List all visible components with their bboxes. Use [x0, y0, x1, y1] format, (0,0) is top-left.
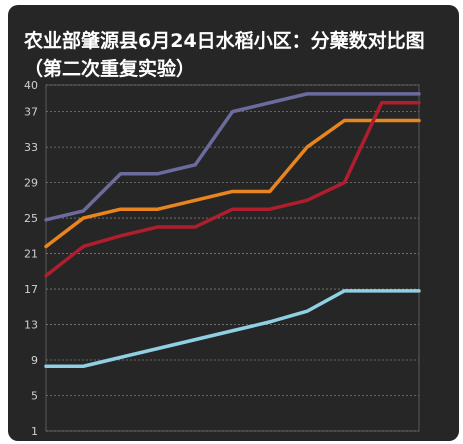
chart-title: 农业部肇源县6月24日水稻小区：分蘖数对比图（第二次重复实验） — [24, 30, 425, 80]
y-tick-label: 33 — [24, 141, 38, 154]
y-tick-label: 29 — [24, 177, 38, 190]
line-chart: 1 5 9 13 17 21 25 29 33 37 40 — [24, 79, 421, 438]
y-tick-label: 40 — [24, 79, 38, 92]
y-axis: 1 5 9 13 17 21 25 29 33 37 40 — [24, 79, 38, 438]
y-tick-label: 5 — [31, 390, 38, 403]
series-line-2 — [44, 118, 421, 249]
chart-panel: 农业部肇源县6月24日水稻小区：分蘖数对比图（第二次重复实验） 1 5 9 13 17 2… — [8, 5, 459, 441]
plot-frame — [45, 84, 420, 432]
series-lines — [44, 92, 421, 368]
y-tick-label: 21 — [24, 248, 38, 261]
y-tick-label: 25 — [24, 212, 38, 225]
y-tick-label: 1 — [31, 425, 38, 438]
series-line-3 — [44, 100, 421, 278]
series-line-1 — [44, 92, 421, 222]
y-tick-label: 17 — [24, 283, 38, 296]
gridlines — [45, 84, 420, 432]
y-tick-label: 9 — [31, 354, 38, 367]
series-line-4 — [44, 289, 421, 368]
y-tick-label: 13 — [24, 319, 38, 332]
y-tick-label: 37 — [24, 106, 38, 119]
